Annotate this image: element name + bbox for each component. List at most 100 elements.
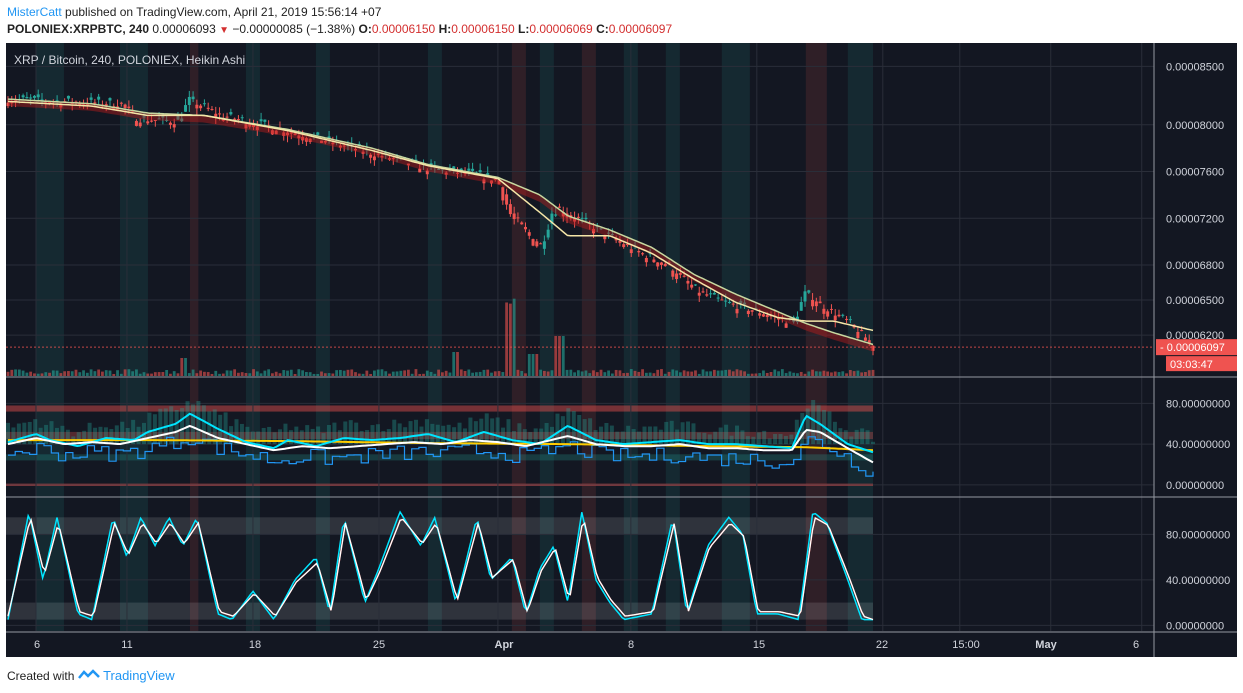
candle xyxy=(372,156,376,161)
histogram-bar xyxy=(832,421,837,445)
candle xyxy=(516,217,520,219)
open-label: O: xyxy=(358,22,372,36)
volume-bar xyxy=(856,370,860,376)
histogram-bar xyxy=(125,427,130,445)
histogram-bar xyxy=(375,424,380,445)
candle xyxy=(841,314,845,316)
candle xyxy=(561,212,565,217)
volume-bar xyxy=(588,373,592,376)
volume-bar xyxy=(210,373,214,376)
volume-bar xyxy=(648,372,652,376)
price-tick-label: 0.00008000 xyxy=(1166,120,1224,132)
volume-bar xyxy=(501,372,505,376)
candle xyxy=(508,204,512,215)
histogram-bar xyxy=(626,425,631,445)
candle xyxy=(93,102,97,104)
histogram-bar xyxy=(6,422,10,445)
tradingview-logo-icon xyxy=(77,669,100,684)
last-price-label: - 0.00006097 xyxy=(1160,342,1225,354)
volume-bar xyxy=(82,370,85,376)
candle xyxy=(678,273,682,275)
volume-bar xyxy=(384,371,388,376)
volume-bar xyxy=(520,370,524,376)
histogram-bar xyxy=(468,417,473,445)
volume-bar xyxy=(40,373,44,376)
candle xyxy=(811,299,815,307)
chart-svg[interactable]: 0.00008500 0.00008000 0.00007600 0.00007200… xyxy=(6,43,1238,657)
high-value: 0.00006150 xyxy=(451,22,515,36)
volume-bar xyxy=(116,370,119,376)
histogram-bar xyxy=(773,434,778,445)
candle xyxy=(731,303,735,305)
volume-bar xyxy=(308,372,312,376)
candle xyxy=(320,140,324,143)
histogram-bar xyxy=(452,427,457,445)
candle xyxy=(697,292,701,296)
volume-bar xyxy=(376,369,380,376)
volume-bar xyxy=(864,371,867,376)
candle xyxy=(848,319,852,321)
histogram-bar xyxy=(250,431,255,445)
volume-bar xyxy=(293,373,297,376)
volume-bar xyxy=(48,372,51,376)
author-name[interactable]: MisterCatt xyxy=(7,5,62,19)
volume-bar xyxy=(626,372,629,376)
volume-bar xyxy=(467,369,471,376)
candle xyxy=(153,120,157,122)
candle xyxy=(576,216,580,218)
publish-info: published on TradingView.com, April 21, … xyxy=(65,5,382,19)
volume-bar xyxy=(180,358,184,376)
indicator-line-white xyxy=(7,424,874,464)
histogram-bar xyxy=(745,436,750,445)
candle xyxy=(637,251,641,253)
created-with: Created with xyxy=(7,669,75,683)
histogram-bar xyxy=(408,421,413,445)
candle xyxy=(236,119,240,121)
volume-bar xyxy=(327,373,331,376)
histogram-bar xyxy=(207,411,212,445)
volume-bar xyxy=(89,369,93,376)
candle xyxy=(682,275,686,277)
candle xyxy=(686,280,690,284)
candle xyxy=(512,213,516,220)
indicator-tick-label: 80.00000000 xyxy=(1166,529,1230,541)
low-label: L: xyxy=(518,22,530,36)
volume-bar xyxy=(456,352,459,376)
histogram-bar xyxy=(811,399,816,445)
candle xyxy=(546,229,550,238)
volume-bar xyxy=(214,370,218,376)
volume-bar xyxy=(792,372,796,376)
candle xyxy=(867,340,871,344)
volume-bar xyxy=(14,369,17,376)
histogram-bar xyxy=(256,431,261,445)
candle xyxy=(863,337,867,341)
volume-bar xyxy=(833,371,837,376)
histogram-bar xyxy=(827,411,832,445)
price-tick-label: 0.00008500 xyxy=(1166,61,1224,73)
volume-bar xyxy=(542,370,546,376)
volume-bar xyxy=(671,369,675,376)
candle xyxy=(48,101,52,104)
chart-area[interactable]: 0.00008500 0.00008000 0.00007600 0.00007200… xyxy=(6,43,1238,657)
candle xyxy=(535,241,539,247)
time-tick-label: May xyxy=(1035,639,1057,651)
candle xyxy=(274,130,278,135)
candle xyxy=(675,273,679,280)
candle xyxy=(599,228,603,230)
candle xyxy=(444,172,448,175)
volume-bar xyxy=(146,373,150,376)
candle xyxy=(467,168,471,171)
stoch-lower-zone xyxy=(6,602,873,620)
histogram-bar xyxy=(669,420,674,445)
volume-bar xyxy=(660,369,663,376)
down-triangle-icon: ▼ xyxy=(219,25,230,36)
volume-bar xyxy=(712,369,716,376)
background-band xyxy=(35,43,64,631)
countdown-badge xyxy=(1166,356,1238,372)
tradingview-brand[interactable]: TradingView xyxy=(103,668,175,683)
candle xyxy=(418,168,422,173)
volume-bar xyxy=(59,373,63,376)
candle xyxy=(807,290,811,293)
candle xyxy=(6,102,10,107)
volume-bar xyxy=(229,370,233,376)
